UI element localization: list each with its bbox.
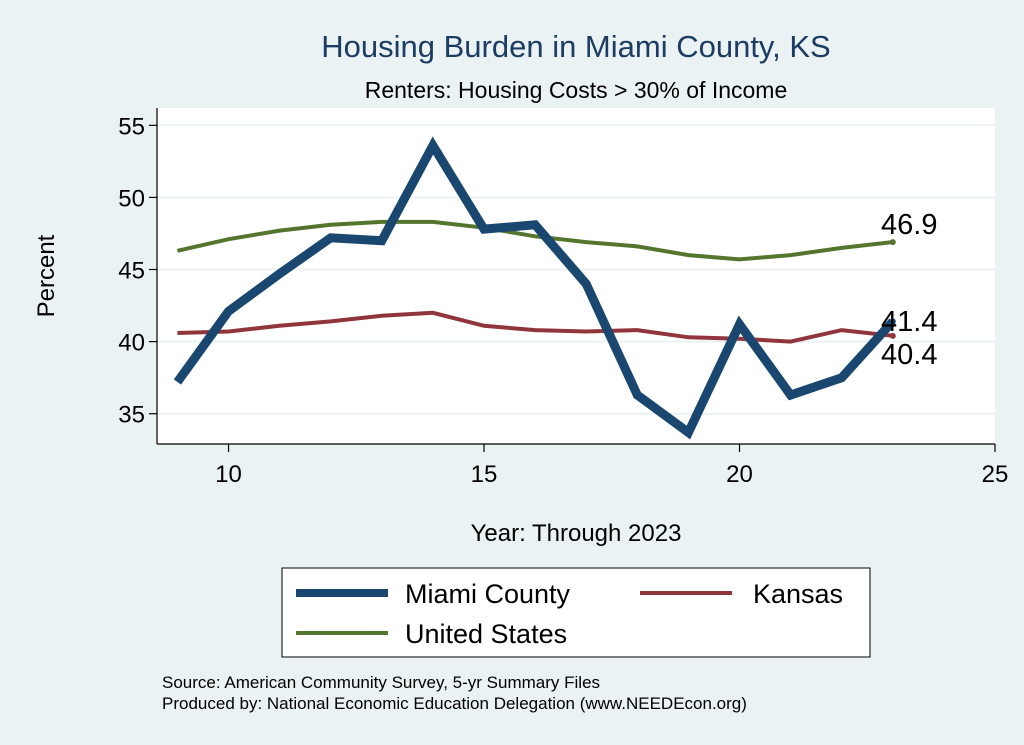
end-label-kansas: 40.4: [881, 339, 937, 371]
y-tick-label-50: 50: [118, 185, 145, 212]
series-lines: [173, 136, 897, 440]
y-axis-label: Percent: [33, 234, 60, 317]
x-axis-label: Year: Through 2023: [471, 520, 682, 547]
x-tick-label-10: 10: [215, 461, 242, 488]
y-tick-label-35: 35: [118, 402, 145, 429]
end-point-miami-county: [889, 318, 896, 325]
y-tick-label-55: 55: [118, 113, 145, 140]
end-label-miami-county: 41.4: [881, 306, 937, 338]
legend: Miami County Kansas United States: [281, 567, 871, 658]
legend-box: [281, 567, 871, 658]
x-tick-label-25: 25: [982, 461, 1009, 488]
produced-by-note: Produced by: National Economic Education…: [162, 694, 747, 713]
series-line-kansas: [177, 310, 894, 344]
series-line-miami-county: [173, 136, 897, 440]
end-point-united-states: [889, 239, 896, 246]
y-tick-label-40: 40: [118, 330, 145, 357]
source-note: Source: American Community Survey, 5-yr …: [162, 673, 600, 692]
y-tick-label-45: 45: [118, 258, 145, 285]
legend-label-kansas: Kansas: [753, 579, 843, 609]
end-labels: 46.9 41.440.4: [881, 209, 937, 371]
series-line-united-states: [176, 219, 894, 262]
legend-label-miami-county: Miami County: [405, 579, 571, 609]
end-label-united-states: 46.9: [881, 209, 937, 241]
chart-subtitle: Renters: Housing Costs > 30% of Income: [365, 77, 788, 103]
chart-title: Housing Burden in Miami County, KS: [321, 29, 830, 64]
x-tick-label-15: 15: [471, 461, 498, 488]
legend-label-united-states: United States: [405, 619, 567, 649]
axes: 35 40 45 50 55 10 15 20 25: [118, 108, 1008, 488]
end-point-kansas: [889, 332, 896, 339]
x-tick-label-20: 20: [726, 461, 753, 488]
